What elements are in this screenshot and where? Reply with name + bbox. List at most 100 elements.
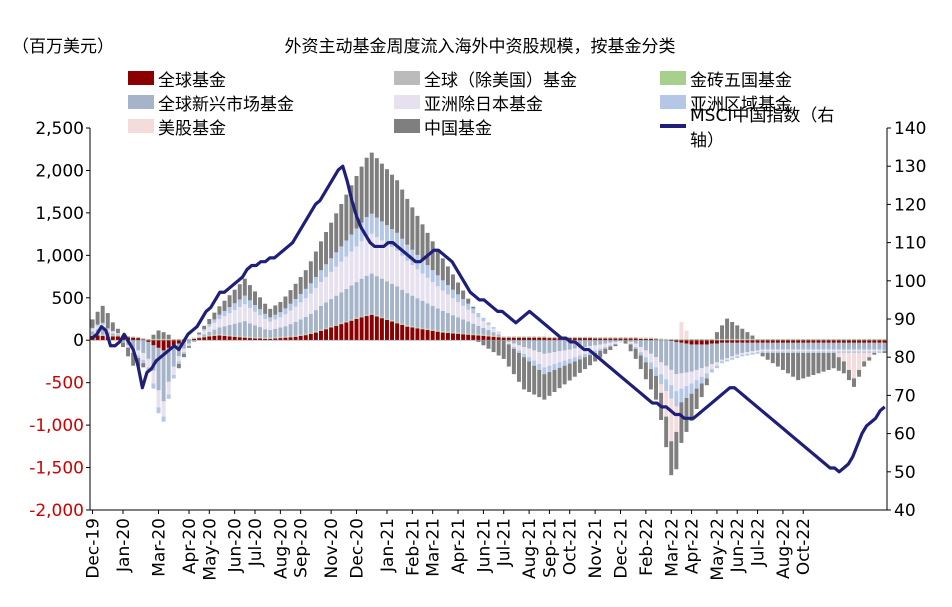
bar-segment-bric bbox=[735, 338, 740, 340]
bar-segment-asia_regional bbox=[100, 322, 105, 325]
bar-segment-gem bbox=[826, 342, 831, 350]
bar-segment-china bbox=[765, 352, 770, 360]
bar-segment-china bbox=[166, 334, 171, 339]
bar-segment-global bbox=[623, 338, 628, 341]
bar-segment-gem bbox=[659, 340, 664, 363]
bar-segment-global bbox=[730, 340, 735, 343]
bar-segment-asia_ex_japan bbox=[187, 343, 191, 346]
bar-segment-global_ex_us bbox=[197, 337, 202, 339]
bar-segment-bric bbox=[187, 338, 191, 340]
bar-segment-asia_regional bbox=[725, 359, 730, 362]
bar-segment-asia_regional bbox=[506, 343, 511, 345]
bar-segment-gem bbox=[141, 340, 146, 353]
bar-segment-global bbox=[816, 340, 821, 343]
bar-segment-bric bbox=[217, 334, 222, 335]
bar-segment-gem bbox=[588, 340, 593, 347]
bar-segment-global_ex_us bbox=[151, 339, 156, 341]
bar-segment-asia_regional bbox=[435, 275, 440, 287]
bar-segment-bric bbox=[319, 329, 323, 331]
legend-label-global: 全球基金 bbox=[158, 70, 226, 91]
bar-segment-gem bbox=[755, 342, 760, 351]
bar-segment-global bbox=[395, 323, 400, 341]
bar-segment-asia_regional bbox=[273, 314, 278, 320]
y2-tick-label: 140 bbox=[894, 119, 926, 139]
bar-segment-gem bbox=[146, 341, 151, 359]
bar-segment-global_ex_us bbox=[699, 339, 704, 341]
y-tick-label: 500 bbox=[52, 289, 84, 309]
bar-segment-global_ex_us bbox=[491, 335, 496, 337]
bar-segment-bric bbox=[90, 334, 95, 336]
bar-segment-china bbox=[689, 393, 694, 421]
bar-segment-asia_regional bbox=[577, 355, 582, 360]
bar-segment-gem bbox=[760, 342, 765, 350]
bar-segment-gem bbox=[735, 342, 740, 355]
bar-segment-global bbox=[765, 340, 770, 343]
y-tick-label: 1,000 bbox=[35, 246, 84, 266]
bar-segment-china bbox=[821, 352, 826, 372]
bar-segment-global_ex_us bbox=[735, 339, 740, 341]
bar-segment-asia_ex_japan bbox=[633, 343, 638, 348]
bar-segment-bric bbox=[273, 337, 278, 338]
bar-segment-global bbox=[319, 330, 323, 341]
bar-segment-asia_regional bbox=[156, 407, 161, 414]
bar-segment-global bbox=[131, 337, 136, 341]
bar-segment-gem bbox=[359, 278, 364, 317]
bar-segment-china bbox=[471, 306, 476, 309]
bar-segment-global_ex_us bbox=[430, 330, 435, 331]
bar-segment-global bbox=[456, 333, 461, 341]
bar-segment-bric bbox=[425, 328, 430, 330]
bar-segment-global bbox=[308, 333, 313, 341]
bar-segment-asia_ex_japan bbox=[141, 352, 146, 360]
bar-segment-asia_regional bbox=[765, 351, 770, 353]
bar-segment-bric bbox=[456, 332, 461, 334]
bar-segment-asia_ex_japan bbox=[359, 241, 364, 279]
bar-segment-global bbox=[324, 329, 329, 341]
bar-segment-asia_regional bbox=[867, 351, 872, 353]
bar-segment-global bbox=[740, 340, 745, 343]
bar-segment-global bbox=[486, 336, 491, 341]
bar-segment-asia_ex_japan bbox=[369, 233, 374, 274]
bar-segment-bric bbox=[694, 338, 699, 340]
bar-segment-china bbox=[664, 416, 669, 448]
bar-segment-asia_ex_japan bbox=[207, 326, 212, 332]
bar-segment-bric bbox=[151, 338, 156, 340]
bar-segment-asia_regional bbox=[313, 276, 318, 289]
bar-segment-global bbox=[466, 334, 471, 341]
bar-segment-global bbox=[572, 338, 577, 341]
bar-segment-asia_regional bbox=[572, 357, 577, 362]
bar-segment-global_ex_us bbox=[334, 324, 339, 326]
bar-segment-china bbox=[593, 352, 598, 362]
bar-segment-asia_ex_japan bbox=[552, 352, 557, 364]
bar-segment-global bbox=[263, 338, 268, 341]
bar-segment-asia_regional bbox=[836, 351, 841, 353]
bar-segment-global bbox=[516, 337, 521, 341]
bar-segment-global_ex_us bbox=[582, 337, 587, 339]
y-tick-label: 0 bbox=[73, 331, 84, 351]
x-tick-label: Oct-22 bbox=[794, 518, 814, 575]
bar-segment-global bbox=[435, 331, 440, 341]
bar-segment-global bbox=[720, 340, 724, 343]
bar-segment-global_ex_us bbox=[613, 337, 618, 339]
y2-tick-label: 70 bbox=[894, 386, 916, 406]
bar-segment-china bbox=[181, 353, 186, 358]
bar-segment-china bbox=[131, 352, 136, 366]
bar-segment-gem bbox=[273, 328, 278, 338]
bar-segment-china bbox=[684, 397, 689, 432]
bar-segment-china bbox=[532, 365, 537, 395]
y2-tick-label: 50 bbox=[894, 463, 916, 483]
bar-segment-global_ex_us bbox=[755, 339, 760, 341]
bar-segment-global_ex_us bbox=[400, 324, 405, 325]
x-tick-label: Apr-20 bbox=[180, 518, 200, 574]
bar-segment-bric bbox=[354, 317, 359, 319]
bar-segment-asia_regional bbox=[161, 416, 166, 422]
bar-segment-asia_ex_japan bbox=[760, 349, 765, 352]
bar-segment-us bbox=[684, 330, 689, 339]
bar-segment-asia_regional bbox=[826, 351, 831, 353]
bar-segment-asia_ex_japan bbox=[405, 260, 410, 294]
bar-segment-global bbox=[349, 320, 354, 341]
bar-segment-china bbox=[258, 297, 263, 310]
bar-segment-bric bbox=[461, 333, 466, 334]
bar-segment-asia_regional bbox=[344, 240, 349, 257]
bar-segment-bric bbox=[709, 338, 714, 340]
bar-segment-china bbox=[313, 251, 318, 277]
